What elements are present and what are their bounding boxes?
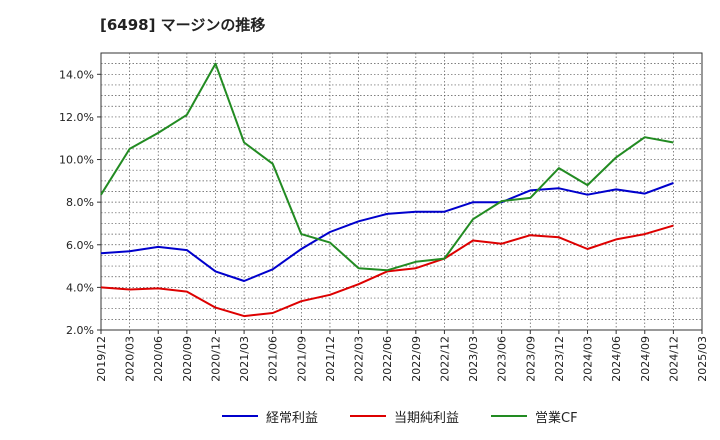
- x-tick-label: 2020/03: [124, 336, 137, 382]
- x-tick-label: 2021/06: [267, 336, 280, 382]
- y-tick-label: 8.0%: [66, 196, 94, 209]
- x-tick-label: 2021/03: [238, 336, 251, 382]
- legend: 経常利益 当期純利益 営業CF: [0, 404, 720, 428]
- x-tick-label: 2020/12: [209, 336, 222, 382]
- series-operating-cf: [100, 62, 674, 272]
- series-net-income: [100, 224, 674, 318]
- legend-item-ordinary-profit: 経常利益: [222, 404, 318, 428]
- y-tick-label: 2.0%: [66, 324, 94, 337]
- y-tick-label: 12.0%: [59, 111, 94, 124]
- y-tick-label: 4.0%: [66, 281, 94, 294]
- y-tick-label: 10.0%: [59, 154, 94, 167]
- legend-label-ordinary-profit: 経常利益: [266, 410, 319, 426]
- legend-swatch-ordinary-profit: [222, 415, 258, 417]
- x-tick-label: 2024/03: [582, 336, 595, 382]
- x-tick-label: 2023/03: [467, 336, 480, 382]
- x-tick-label: 2021/09: [295, 336, 308, 382]
- x-tick-label: 2025/03: [696, 336, 709, 382]
- x-tick-label: 2023/12: [553, 336, 566, 382]
- x-tick-label: 2022/12: [438, 336, 451, 382]
- legend-swatch-net-income: [350, 415, 386, 417]
- x-tick-label: 2022/03: [353, 336, 366, 382]
- legend-item-net-income: 当期純利益: [350, 404, 459, 428]
- x-tick-label: 2024/06: [610, 336, 623, 382]
- x-tick-label: 2021/12: [324, 336, 337, 382]
- y-tick-label: 6.0%: [66, 239, 94, 252]
- x-tick-label: 2019/12: [95, 336, 108, 382]
- x-tick-label: 2023/06: [496, 336, 509, 382]
- legend-item-operating-cf: 営業CF: [491, 404, 578, 428]
- legend-label-operating-cf: 営業CF: [535, 410, 578, 426]
- plot-area: [100, 52, 703, 331]
- x-tick-label: 2024/09: [639, 336, 652, 382]
- x-tick-label: 2022/09: [410, 336, 423, 382]
- x-axis-ticks: 2019/12 2020/03 2020/06 2020/09 2020/12 2021/…: [95, 330, 709, 382]
- series-lines: [100, 62, 674, 318]
- x-tick-label: 2020/06: [152, 336, 165, 382]
- chart-title: [6498] マージンの推移: [100, 16, 266, 34]
- legend-swatch-operating-cf: [491, 415, 527, 417]
- x-tick-label: 2024/12: [667, 336, 680, 382]
- x-tick-label: 2023/09: [524, 336, 537, 382]
- y-tick-label: 14.0%: [59, 68, 94, 81]
- series-ordinary-profit: [100, 182, 674, 282]
- x-tick-label: 2020/09: [181, 336, 194, 382]
- x-tick-label: 2022/06: [381, 336, 394, 382]
- y-axis-ticks: 2.0% 4.0% 6.0% 8.0% 10.0% 12.0% 14.0%: [59, 68, 101, 337]
- legend-label-net-income: 当期純利益: [394, 410, 460, 426]
